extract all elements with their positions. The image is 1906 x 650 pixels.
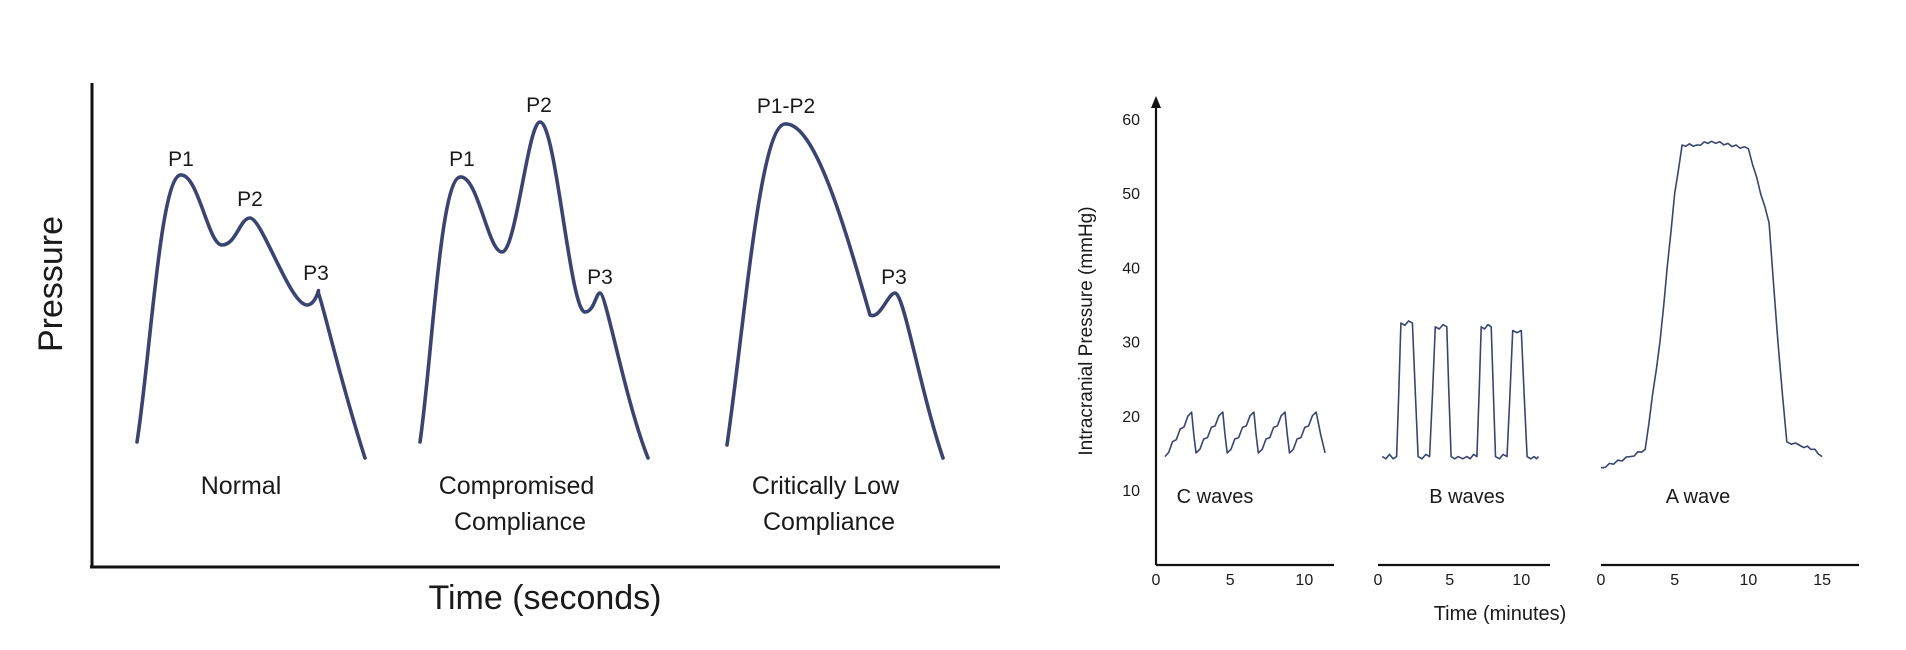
y-tick-label: 60 <box>1122 112 1140 129</box>
panel-a-wave: 0 5 10 15 A wave <box>1597 140 1859 589</box>
peak-label-critical-p3: P3 <box>881 266 907 289</box>
x-tick-label: 0 <box>1597 572 1606 589</box>
peak-label-normal-p3: P3 <box>303 262 329 285</box>
x-tick-label: 5 <box>1445 572 1454 589</box>
x-tick-label: 15 <box>1813 572 1831 589</box>
category-label-critical-line-1: Critically Low <box>752 472 900 500</box>
y-tick-label: 20 <box>1122 409 1140 426</box>
x-tick-label: 10 <box>1295 572 1313 589</box>
x-tick-label: 10 <box>1740 572 1758 589</box>
category-label-compromised-line-1: Compromised <box>439 472 595 500</box>
x-tick-label: 0 <box>1152 572 1161 589</box>
compromised-compliance-waveform <box>418 120 650 460</box>
peak-label-compromised-p3: P3 <box>587 266 613 289</box>
y-axis-arrow-icon <box>1151 96 1161 108</box>
icp-waveform <box>1164 411 1326 458</box>
x-tick-label: 5 <box>1226 572 1235 589</box>
panel-b-waves: 0 5 10 B waves <box>1374 320 1550 589</box>
category-label-compromised-line-2: Compliance <box>454 508 586 536</box>
y-axis-label-left: Pressure <box>32 216 70 352</box>
x-tick-label: 10 <box>1512 572 1530 589</box>
panel-name-label: C waves <box>1177 486 1254 508</box>
peak-label-compromised-p2: P2 <box>526 94 552 117</box>
y-tick-label: 10 <box>1122 483 1140 500</box>
y-tick-labels: 10 20 30 40 50 60 <box>1122 112 1140 500</box>
x-axis-label-left: Time (seconds) <box>428 579 661 617</box>
waveform-chart: Pressure Time (seconds) P1 P2 P3 Normal … <box>32 83 1000 617</box>
icp-waveform <box>1600 140 1823 469</box>
peak-label-critical-p1p2: P1-P2 <box>757 95 815 118</box>
y-tick-label: 40 <box>1122 260 1140 277</box>
panel-name-label: A wave <box>1666 486 1730 508</box>
icp-waves-chart: Intracranial Pressure (mmHg) Time (minut… <box>1076 96 1859 625</box>
x-tick-label: 0 <box>1374 572 1383 589</box>
y-tick-label: 30 <box>1122 335 1140 352</box>
normal-waveform <box>135 173 367 460</box>
panel-name-label: B waves <box>1429 486 1505 508</box>
category-label-normal-line-1: Normal <box>201 472 282 500</box>
category-label-compromised: Compromised Compliance <box>439 472 602 536</box>
category-label-normal: Normal <box>201 472 282 500</box>
x-tick-label: 5 <box>1670 572 1679 589</box>
panel-c-waves: 0 5 10 C waves <box>1152 411 1334 589</box>
peak-label-compromised-p1: P1 <box>449 148 475 171</box>
icp-waveform <box>1381 320 1540 460</box>
peak-label-normal-p2: P2 <box>237 188 263 211</box>
critically-low-compliance-waveform <box>725 122 945 460</box>
x-axis-label-right: Time (minutes) <box>1434 603 1567 625</box>
peak-label-normal-p1: P1 <box>168 148 194 171</box>
y-axis-label-right: Intracranial Pressure (mmHg) <box>1076 206 1097 455</box>
category-label-critical: Critically Low Compliance <box>752 472 906 536</box>
y-tick-label: 50 <box>1122 186 1140 203</box>
category-label-critical-line-2: Compliance <box>763 508 895 536</box>
